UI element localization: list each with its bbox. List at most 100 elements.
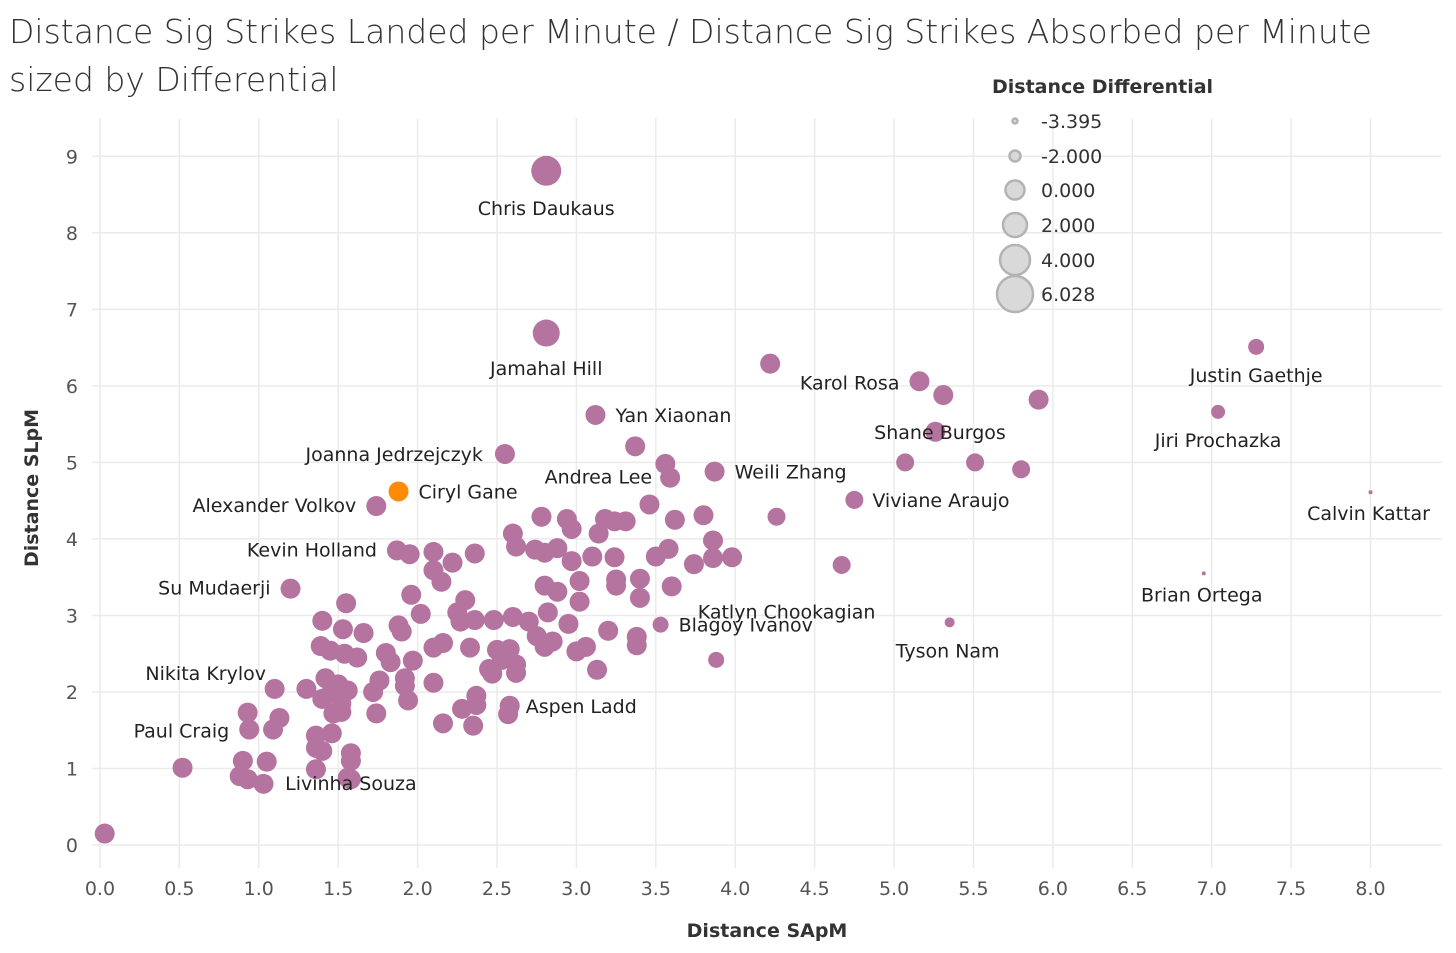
data-point[interactable] [506, 536, 527, 557]
data-point[interactable] [561, 518, 582, 539]
data-point[interactable] [587, 659, 608, 680]
data-point[interactable] [499, 695, 520, 716]
data-point[interactable] [366, 703, 387, 724]
data-point[interactable] [561, 551, 582, 572]
data-point[interactable] [693, 505, 714, 526]
data-point[interactable] [1211, 404, 1226, 419]
data-point[interactable] [340, 769, 361, 790]
data-point[interactable] [460, 637, 480, 658]
data-point[interactable] [569, 571, 590, 592]
data-point[interactable] [431, 571, 452, 592]
data-point[interactable] [703, 548, 723, 569]
data-point[interactable] [629, 587, 650, 608]
data-point[interactable] [433, 633, 453, 653]
data-point[interactable] [506, 662, 527, 683]
data-point[interactable] [312, 740, 333, 761]
data-point[interactable] [263, 719, 284, 740]
data-point[interactable] [585, 404, 606, 425]
data-point[interactable] [722, 547, 743, 568]
data-point[interactable] [652, 616, 669, 633]
data-point[interactable] [237, 702, 258, 723]
data-point[interactable] [598, 620, 619, 641]
data-point[interactable] [658, 538, 679, 559]
data-point[interactable] [569, 591, 590, 612]
data-point[interactable] [534, 636, 555, 657]
data-point[interactable] [450, 611, 471, 632]
data-point[interactable] [532, 319, 560, 347]
data-point[interactable] [531, 155, 562, 186]
data-point[interactable] [1201, 571, 1206, 576]
data-point[interactable] [336, 593, 357, 614]
data-point[interactable] [606, 575, 627, 596]
data-point[interactable] [760, 353, 781, 374]
data-point[interactable] [704, 461, 725, 482]
data-point[interactable] [363, 681, 384, 702]
data-point[interactable] [683, 554, 704, 575]
data-point[interactable] [547, 581, 568, 602]
data-point[interactable] [280, 578, 301, 599]
data-point[interactable] [1368, 490, 1373, 495]
data-point[interactable] [332, 619, 353, 640]
data-point[interactable] [767, 507, 786, 526]
data-point[interactable] [94, 823, 115, 844]
data-point[interactable] [410, 603, 431, 624]
data-point[interactable] [433, 713, 453, 734]
data-point[interactable] [944, 617, 955, 628]
data-point[interactable] [463, 715, 484, 736]
data-point[interactable] [832, 555, 851, 574]
data-point[interactable] [1012, 460, 1031, 479]
data-point[interactable] [237, 769, 258, 790]
data-point[interactable] [604, 547, 625, 568]
data-point[interactable] [482, 663, 503, 684]
data-point[interactable] [253, 773, 274, 794]
data-point[interactable] [708, 651, 725, 668]
data-point[interactable] [464, 543, 485, 564]
data-point[interactable] [531, 506, 552, 527]
data-point[interactable] [232, 750, 253, 771]
data-point[interactable] [312, 688, 333, 709]
data-point[interactable] [925, 421, 946, 442]
data-point[interactable] [423, 541, 444, 562]
data-point-highlight[interactable] [388, 481, 409, 502]
data-point[interactable] [547, 538, 568, 559]
data-point[interactable] [933, 385, 954, 406]
data-point[interactable] [172, 757, 193, 778]
data-point[interactable] [664, 509, 685, 530]
data-point[interactable] [296, 678, 317, 699]
data-point[interactable] [442, 552, 463, 573]
data-point[interactable] [966, 453, 985, 472]
data-point[interactable] [558, 613, 579, 634]
data-point[interactable] [661, 576, 682, 597]
data-point[interactable] [401, 584, 422, 605]
data-point[interactable] [483, 610, 504, 631]
data-point[interactable] [466, 694, 487, 715]
data-point[interactable] [703, 530, 723, 551]
data-point[interactable] [340, 750, 361, 771]
data-point[interactable] [896, 453, 915, 472]
data-point[interactable] [660, 467, 681, 488]
data-point[interactable] [256, 751, 277, 772]
data-point[interactable] [398, 690, 419, 711]
data-point[interactable] [321, 723, 342, 744]
data-point[interactable] [626, 635, 647, 656]
data-point[interactable] [331, 701, 352, 722]
data-point[interactable] [1028, 389, 1049, 410]
data-point[interactable] [391, 621, 412, 642]
data-point[interactable] [494, 443, 515, 464]
data-point[interactable] [1248, 338, 1265, 355]
data-point[interactable] [502, 606, 523, 627]
data-point[interactable] [312, 610, 333, 631]
data-point[interactable] [625, 436, 646, 457]
data-point[interactable] [347, 647, 368, 668]
data-point[interactable] [639, 494, 660, 515]
data-point[interactable] [353, 623, 374, 644]
data-point[interactable] [366, 496, 387, 517]
data-point[interactable] [264, 678, 285, 699]
data-point[interactable] [239, 719, 260, 740]
data-point[interactable] [402, 650, 423, 671]
data-point[interactable] [582, 546, 603, 567]
data-point[interactable] [615, 511, 636, 532]
data-point[interactable] [423, 672, 444, 693]
data-point[interactable] [629, 568, 650, 589]
data-point[interactable] [588, 523, 609, 544]
